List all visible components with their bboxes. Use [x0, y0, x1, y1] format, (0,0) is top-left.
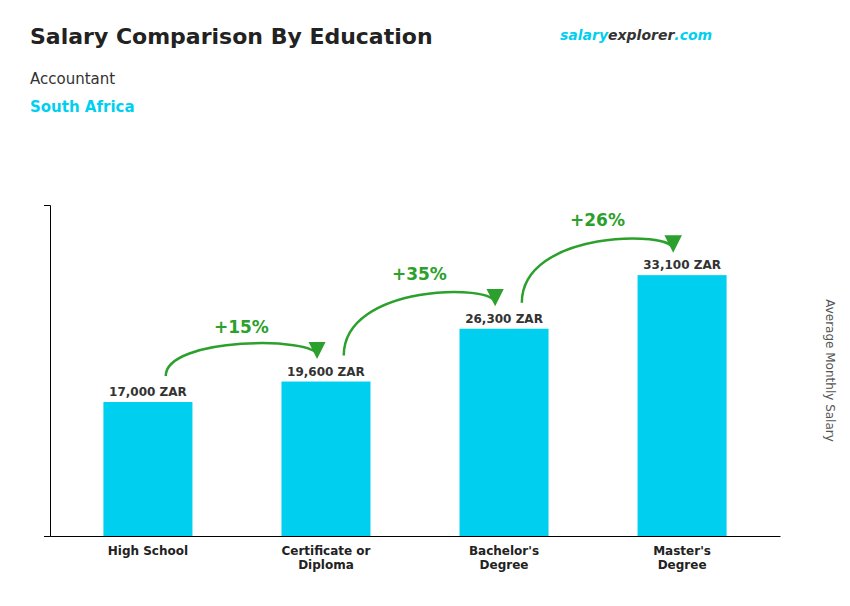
change-label: +35% [392, 264, 447, 284]
x-tick: High School [108, 544, 188, 558]
x-tick-label-line: Certificate or [281, 544, 370, 558]
x-tick-label-line: Diploma [298, 558, 354, 572]
bar [460, 329, 549, 536]
x-tick-label: High School [108, 544, 188, 558]
x-tick: Bachelor'sDegree [469, 544, 539, 572]
change-label: +26% [570, 210, 625, 230]
x-tick-label: Bachelor'sDegree [469, 544, 539, 572]
x-tick-label-line: Bachelor's [469, 544, 539, 558]
source: salary [560, 27, 609, 43]
subtitle: Accountant [30, 70, 115, 88]
x-axis-line [51, 536, 781, 537]
x-tick-label: Certificate orDiploma [281, 544, 370, 572]
data-labels: 17,000 ZAR 19,600 ZAR 26,300 ZAR 33,100 ZAR [109, 258, 721, 399]
change-arrow [522, 238, 673, 302]
change-arrow [166, 343, 317, 376]
data-label: 33,100 ZAR [643, 258, 721, 272]
source: explorer [608, 27, 675, 43]
y-axis-title: Average Monthly Salary [823, 299, 837, 442]
data-label: 26,300 ZAR [465, 312, 543, 326]
data-label: 19,600 ZAR [287, 365, 365, 379]
subtitle: South Africa [30, 98, 135, 116]
y-axis [44, 206, 51, 537]
data-label: 17,000 ZAR [109, 385, 187, 399]
annotations: +15% +35% +26% [166, 210, 673, 376]
bar [638, 275, 727, 536]
source: .com [674, 27, 712, 43]
x-tick-label-line: Degree [480, 558, 529, 572]
bar [281, 382, 370, 536]
bars [103, 275, 726, 536]
chart: Salary Comparison By Education Accountant… [0, 0, 850, 606]
bar [103, 402, 192, 536]
x-tick: Certificate orDiploma [281, 544, 370, 572]
x-tick-label-line: Master's [653, 544, 711, 558]
y-axis-line [44, 206, 51, 537]
change-arrow [344, 292, 495, 356]
title: Salary Comparison By Education [30, 24, 433, 49]
x-tick-label: Master'sDegree [653, 544, 711, 572]
x-tick-label-line: Degree [658, 558, 707, 572]
plot: High School Certificate orDiploma Bachelor… [44, 206, 781, 572]
x-tick: Master'sDegree [653, 544, 711, 572]
change-label: +15% [214, 317, 269, 337]
x-tick-label-line: High School [108, 544, 188, 558]
x-axis: High School Certificate orDiploma Bachelor… [51, 537, 781, 572]
